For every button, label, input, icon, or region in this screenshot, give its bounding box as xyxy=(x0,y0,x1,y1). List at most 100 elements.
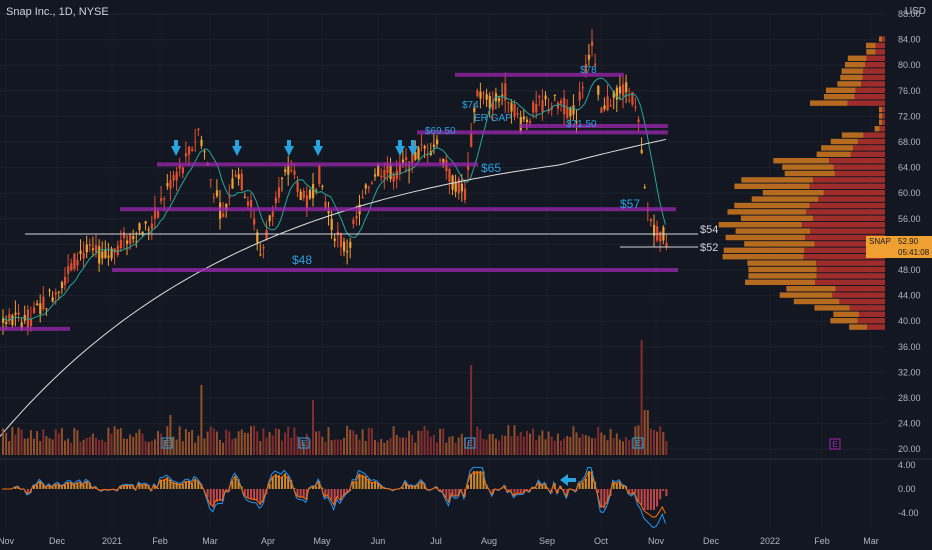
volume-bar xyxy=(656,431,659,455)
candle-body xyxy=(268,215,271,222)
histogram-bar xyxy=(420,481,423,489)
histogram-bar xyxy=(157,487,159,489)
price-tick-label: 64.00 xyxy=(898,163,921,173)
histogram-bar xyxy=(175,482,178,489)
annotation-label: $74 xyxy=(462,100,479,111)
candle-body xyxy=(361,197,364,199)
earnings-marker-letter: E xyxy=(832,440,837,449)
candle-body xyxy=(287,164,290,175)
volume-bar xyxy=(225,429,228,455)
volume-bar xyxy=(246,433,249,455)
level-label: $48 xyxy=(292,253,312,267)
histogram-bar xyxy=(144,484,147,489)
candle-body xyxy=(578,91,581,101)
volume-bar xyxy=(513,425,516,455)
candle-body xyxy=(76,260,79,266)
profile-bar-up xyxy=(816,151,851,157)
price-tick-label: 84.00 xyxy=(898,35,921,45)
candle-body xyxy=(17,312,20,315)
profile-bar-down xyxy=(832,292,885,298)
candle-body xyxy=(305,195,308,210)
candle-body xyxy=(54,292,57,295)
volume-bar xyxy=(597,427,600,455)
currency-label: USD xyxy=(904,6,926,17)
histogram-bar xyxy=(519,489,522,494)
candle-body xyxy=(522,116,525,120)
histogram-bar xyxy=(243,489,246,496)
candle-body xyxy=(104,249,107,259)
candle-body xyxy=(200,139,203,147)
candle-body xyxy=(312,184,315,199)
profile-bar-down xyxy=(867,324,885,330)
volume-bar xyxy=(305,433,308,455)
volume-bar xyxy=(541,430,544,455)
histogram-bar xyxy=(414,486,417,489)
histogram-bar xyxy=(321,487,324,489)
volume-bar xyxy=(324,441,327,455)
candle-body xyxy=(321,185,324,187)
volume-bar xyxy=(163,439,166,455)
profile-bar-up xyxy=(866,49,876,55)
volume-bar xyxy=(51,439,54,455)
down-arrow-icon xyxy=(395,140,405,156)
candle-body xyxy=(659,231,662,242)
profile-bar-down xyxy=(812,215,885,221)
histogram-bar xyxy=(42,483,45,489)
volume-bar xyxy=(293,427,296,455)
candle-body xyxy=(119,239,122,249)
profile-bar-down xyxy=(823,190,885,196)
volume-bar xyxy=(327,427,330,455)
candle-body xyxy=(606,96,609,111)
price-tick-label: 88.00 xyxy=(898,9,921,19)
volume-bar xyxy=(70,442,73,455)
volume-bar xyxy=(45,436,48,455)
profile-bar-up xyxy=(735,228,811,234)
candle-body xyxy=(575,121,578,123)
profile-bar-down xyxy=(859,311,885,317)
volume-bar xyxy=(572,426,575,455)
volume-bar xyxy=(569,437,572,455)
histogram-bar xyxy=(346,489,349,494)
candle-body xyxy=(560,100,563,104)
volume-bar xyxy=(346,425,349,455)
profile-bar-down xyxy=(813,177,885,183)
profile-bar-up xyxy=(865,42,876,49)
histogram-bar xyxy=(293,488,296,489)
price-tick-label: 80.00 xyxy=(898,60,921,70)
volume-bar xyxy=(392,426,395,455)
volume-bar xyxy=(336,439,339,455)
candle-body xyxy=(367,187,370,189)
histogram-bar xyxy=(510,489,513,491)
candle-body xyxy=(184,153,188,157)
time-tick-label: Oct xyxy=(594,536,609,546)
candle-body xyxy=(20,322,23,329)
price-tick-label: 28.00 xyxy=(898,393,921,403)
profile-bar-up xyxy=(841,68,864,74)
profile-bar-up xyxy=(786,286,836,292)
profile-bar-up xyxy=(745,279,816,285)
histogram-bar xyxy=(628,489,631,494)
profile-bar-down xyxy=(882,119,885,125)
ma-slow-line xyxy=(0,138,667,437)
oscillator-tick-label: 0.00 xyxy=(898,484,916,494)
time-tick-label: Feb xyxy=(814,536,830,546)
time-tick-label: Mar xyxy=(863,536,879,546)
profile-bar-down xyxy=(853,145,885,151)
histogram-bar xyxy=(122,485,125,489)
profile-bar-down xyxy=(863,132,885,138)
signal-line xyxy=(2,472,666,518)
candle-body xyxy=(597,85,600,95)
histogram-bar xyxy=(665,489,668,497)
histogram-bar xyxy=(119,486,122,489)
horizontal-line-label: $54 xyxy=(700,224,718,236)
time-tick-label: Nov xyxy=(648,536,665,546)
volume-bar xyxy=(448,437,451,455)
volume-bar xyxy=(451,436,454,455)
candle-body xyxy=(566,106,569,118)
candle-body xyxy=(405,157,408,161)
histogram-bar xyxy=(178,484,181,489)
candle-body xyxy=(532,102,535,113)
candle-body xyxy=(222,213,225,218)
volume-bar xyxy=(556,433,559,455)
